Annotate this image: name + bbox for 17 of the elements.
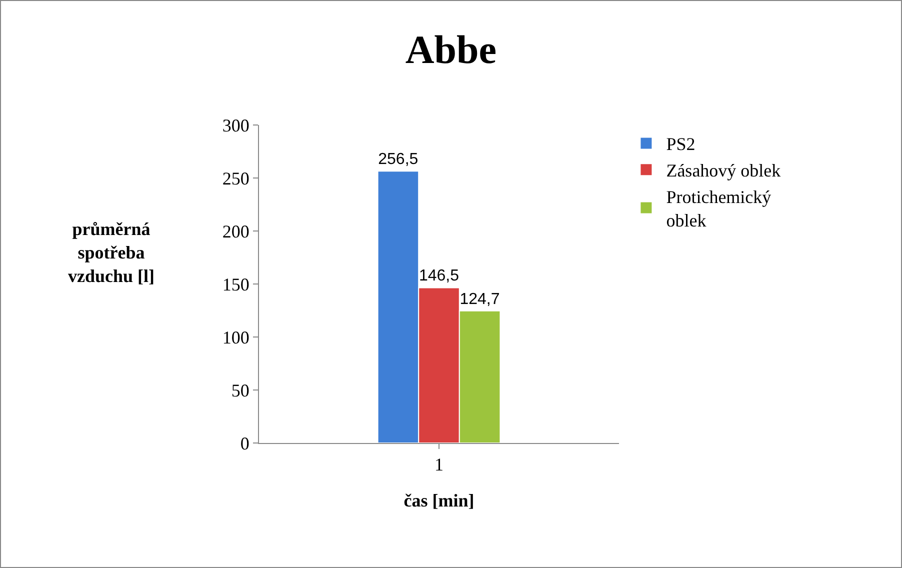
- y-tick-label: 250: [222, 168, 250, 188]
- y-tick-label: 0: [240, 433, 250, 454]
- x-tick-label: 1: [434, 454, 444, 475]
- x-axis-title: čas [min]: [404, 490, 474, 511]
- data-label: 146,5: [418, 268, 460, 285]
- y-tick-label: 150: [222, 274, 250, 294]
- chart-title: Abbe: [405, 26, 497, 72]
- legend-label: PS2: [666, 134, 696, 154]
- y-tick-label: 50: [231, 380, 250, 400]
- y-axis-title: průměrná spotřeba vzduchu [l]: [68, 219, 155, 286]
- data-label: 124,7: [460, 290, 500, 308]
- y-tick-label: 300: [222, 115, 250, 136]
- y-tick-label: 200: [222, 221, 250, 242]
- y-tick-label: 100: [222, 327, 250, 348]
- legend-label: Protichemický oblek: [666, 187, 772, 230]
- data-label: 256,5: [378, 151, 418, 168]
- legend-label: Zásahový oblek: [666, 160, 781, 181]
